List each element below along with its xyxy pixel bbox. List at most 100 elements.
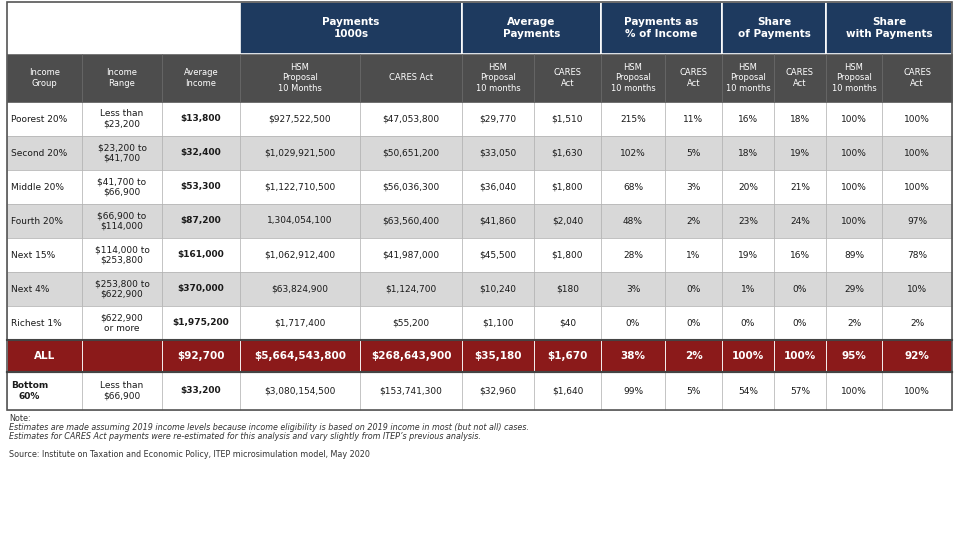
Bar bbox=[722, 204, 774, 238]
Text: 0%: 0% bbox=[793, 284, 807, 294]
Text: 20%: 20% bbox=[738, 182, 758, 191]
Text: 100%: 100% bbox=[841, 182, 867, 191]
Text: 18%: 18% bbox=[790, 115, 810, 123]
Text: 1%: 1% bbox=[687, 250, 701, 260]
Text: CARES
Act: CARES Act bbox=[903, 68, 931, 88]
Bar bbox=[162, 2, 240, 54]
Bar bbox=[534, 272, 601, 306]
Bar bbox=[826, 272, 882, 306]
Text: $33,200: $33,200 bbox=[180, 386, 222, 396]
Bar bbox=[240, 272, 360, 306]
Bar bbox=[601, 136, 665, 170]
Bar bbox=[722, 306, 774, 340]
Text: 5%: 5% bbox=[687, 149, 701, 157]
Bar bbox=[462, 102, 534, 136]
Bar bbox=[722, 136, 774, 170]
Bar bbox=[665, 102, 722, 136]
Bar bbox=[82, 372, 162, 410]
Text: HSM
Proposal
10 months: HSM Proposal 10 months bbox=[831, 63, 877, 93]
Bar bbox=[826, 102, 882, 136]
Bar bbox=[82, 102, 162, 136]
Text: $47,053,800: $47,053,800 bbox=[383, 115, 439, 123]
Bar bbox=[360, 54, 462, 102]
Text: $370,000: $370,000 bbox=[177, 284, 224, 294]
Bar bbox=[462, 306, 534, 340]
Text: 100%: 100% bbox=[904, 149, 930, 157]
Text: $66,900 to
$114,000: $66,900 to $114,000 bbox=[98, 212, 147, 231]
Bar bbox=[601, 306, 665, 340]
Text: Source: Institute on Taxation and Economic Policy, ITEP microsimulation model, M: Source: Institute on Taxation and Econom… bbox=[9, 450, 370, 459]
Text: Income
Group: Income Group bbox=[29, 68, 60, 88]
Bar bbox=[882, 170, 952, 204]
Text: $1,122,710,500: $1,122,710,500 bbox=[265, 182, 336, 191]
Text: 100%: 100% bbox=[841, 386, 867, 396]
Text: $45,500: $45,500 bbox=[480, 250, 517, 260]
Text: 0%: 0% bbox=[687, 284, 701, 294]
Bar bbox=[826, 204, 882, 238]
Bar bbox=[882, 372, 952, 410]
Bar bbox=[722, 2, 826, 54]
Text: $1,100: $1,100 bbox=[482, 318, 514, 328]
Bar bbox=[722, 54, 774, 102]
Bar bbox=[665, 170, 722, 204]
Text: Average
Income: Average Income bbox=[183, 68, 219, 88]
Bar bbox=[360, 272, 462, 306]
Text: $253,800 to
$622,900: $253,800 to $622,900 bbox=[95, 279, 150, 299]
Bar bbox=[826, 306, 882, 340]
Text: 3%: 3% bbox=[626, 284, 641, 294]
Bar bbox=[722, 272, 774, 306]
Bar bbox=[82, 136, 162, 170]
Bar bbox=[7, 170, 82, 204]
Text: 19%: 19% bbox=[737, 250, 758, 260]
Bar bbox=[882, 102, 952, 136]
Text: $33,050: $33,050 bbox=[480, 149, 517, 157]
Text: Less than
$66,900: Less than $66,900 bbox=[101, 381, 144, 401]
Text: $1,640: $1,640 bbox=[551, 386, 583, 396]
Bar bbox=[462, 2, 601, 54]
Bar bbox=[882, 306, 952, 340]
Text: Next 15%: Next 15% bbox=[11, 250, 56, 260]
Text: 2%: 2% bbox=[847, 318, 861, 328]
Bar bbox=[774, 136, 826, 170]
Text: 2%: 2% bbox=[687, 216, 701, 225]
Text: 11%: 11% bbox=[684, 115, 704, 123]
Bar bbox=[240, 306, 360, 340]
Text: CARES
Act: CARES Act bbox=[680, 68, 708, 88]
Bar bbox=[665, 372, 722, 410]
Bar bbox=[462, 372, 534, 410]
Bar bbox=[882, 238, 952, 272]
Text: Next 4%: Next 4% bbox=[11, 284, 49, 294]
Text: Estimates for CARES Act payments were re-estimated for this analysis and vary sl: Estimates for CARES Act payments were re… bbox=[9, 432, 480, 441]
Bar bbox=[360, 372, 462, 410]
Text: $161,000: $161,000 bbox=[177, 250, 224, 260]
Text: $36,040: $36,040 bbox=[480, 182, 517, 191]
Text: $41,987,000: $41,987,000 bbox=[383, 250, 439, 260]
Text: $29,770: $29,770 bbox=[480, 115, 517, 123]
Text: 100%: 100% bbox=[841, 115, 867, 123]
Text: HSM
Proposal
10 months: HSM Proposal 10 months bbox=[611, 63, 655, 93]
Bar bbox=[240, 204, 360, 238]
Text: Less than
$23,200: Less than $23,200 bbox=[101, 109, 144, 129]
Text: 97%: 97% bbox=[907, 216, 927, 225]
Text: $153,741,300: $153,741,300 bbox=[380, 386, 442, 396]
Text: 0%: 0% bbox=[793, 318, 807, 328]
Bar bbox=[7, 2, 952, 410]
Text: $32,960: $32,960 bbox=[480, 386, 517, 396]
Bar bbox=[534, 372, 601, 410]
Bar bbox=[534, 136, 601, 170]
Bar bbox=[882, 272, 952, 306]
Bar bbox=[722, 238, 774, 272]
Text: $114,000 to
$253,800: $114,000 to $253,800 bbox=[95, 246, 150, 265]
Bar bbox=[665, 54, 722, 102]
Bar bbox=[722, 372, 774, 410]
Bar bbox=[774, 170, 826, 204]
Text: Payments
1000s: Payments 1000s bbox=[322, 17, 380, 39]
Bar bbox=[534, 102, 601, 136]
Bar bbox=[360, 204, 462, 238]
Text: $55,200: $55,200 bbox=[392, 318, 430, 328]
Text: $5,664,543,800: $5,664,543,800 bbox=[254, 351, 346, 361]
Text: 100%: 100% bbox=[904, 115, 930, 123]
Bar bbox=[360, 136, 462, 170]
Text: 0%: 0% bbox=[687, 318, 701, 328]
Text: Average
Payments: Average Payments bbox=[503, 17, 560, 39]
